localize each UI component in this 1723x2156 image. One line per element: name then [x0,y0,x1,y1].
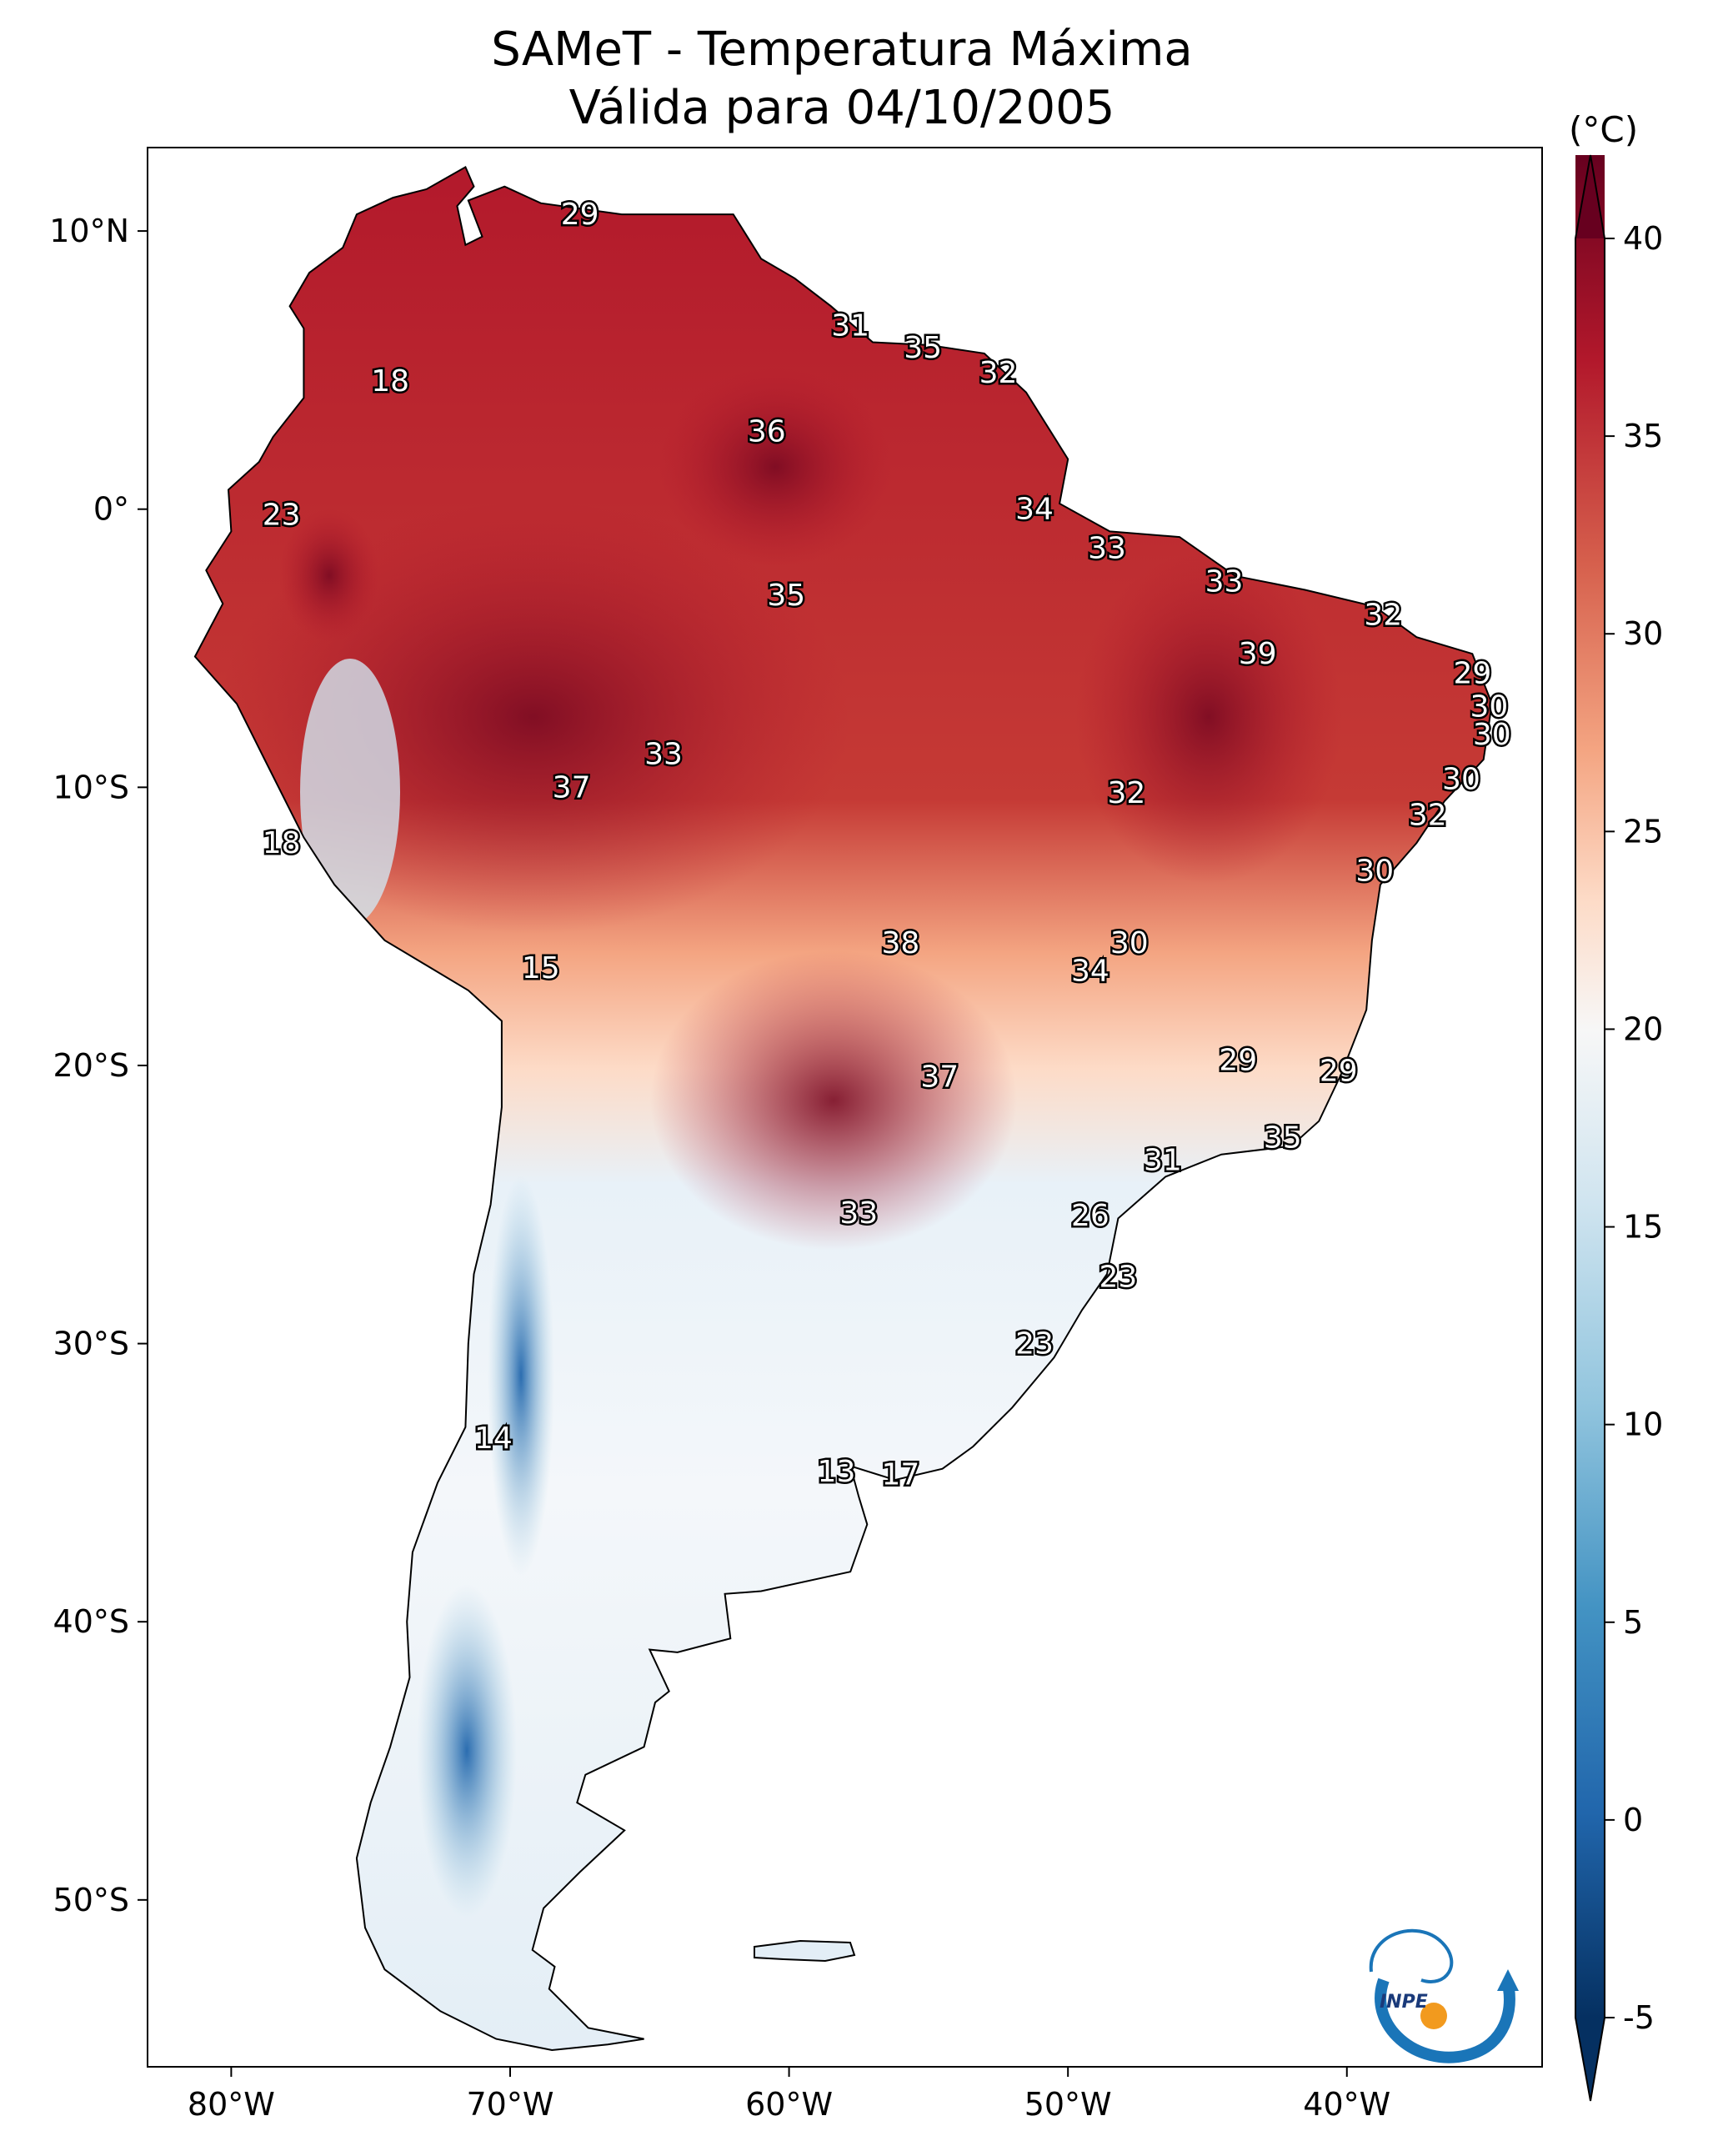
colorbar-tick-label: -5 [1623,1999,1655,2036]
temperature-label: 23 [263,498,301,532]
temperature-label: 23 [1015,1327,1054,1361]
x-tick-label: 80°W [188,2086,275,2123]
logo-sun [1420,2003,1447,2029]
colorbar-tick-label: 25 [1623,813,1663,850]
temperature-label: 29 [561,198,599,232]
temperature-label: 32 [979,356,1018,390]
temperature-label: 15 [522,951,560,985]
temperature-label: 13 [818,1455,856,1489]
colorbar-lower-arrow [1575,2018,1605,2101]
temperature-label: 31 [831,309,869,343]
temperature-label: 30 [1473,718,1511,752]
colorbar-tick-label: 0 [1623,1802,1643,1838]
y-tick-label: 10°S [53,769,129,805]
x-tick-label: 50°W [1024,2086,1112,2123]
temperature-label: 33 [1205,564,1244,599]
temperature-label: 30 [1355,854,1394,888]
temperature-label: 14 [474,1421,513,1456]
temperature-label: 33 [839,1196,878,1231]
colorbar-ticks: -5 0 5 10 15 20 25 30 35 40 [1605,220,1663,2036]
temperature-label: 30 [1110,926,1149,960]
temperature-label: 38 [882,926,920,960]
temperature-label: 18 [371,364,409,399]
temperature-label: 34 [1071,955,1109,989]
temperature-label: 36 [748,414,786,449]
temperature-label: 26 [1071,1199,1109,1233]
temperature-label: 35 [1264,1121,1302,1156]
temperature-label: 32 [1108,776,1146,810]
temperature-label: 31 [1144,1143,1182,1177]
x-tick-label: 60°W [745,2086,833,2123]
colorbar-body [1575,155,1605,2018]
colorbar-tick-label: 5 [1623,1604,1643,1641]
temperature-label: 29 [1320,1055,1358,1089]
inpe-logo: INPE [1369,1928,1519,2063]
y-tick-label: 30°S [53,1326,129,1362]
temperature-label: 37 [553,770,591,805]
y-tick-label: 40°S [53,1603,129,1640]
x-tick-label: 40°W [1303,2086,1390,2123]
temperature-label: 33 [1088,531,1126,565]
temperature-label: 29 [1453,657,1491,691]
colorbar: (°C) -5 0 5 10 15 20 25 30 35 40 [1569,109,1663,2102]
colorbar-unit: (°C) [1569,109,1638,150]
colorbar-tick-label: 40 [1623,220,1663,257]
chart-title: SAMeT - Temperatura Máxima [491,23,1193,77]
temperature-label: 29 [1219,1043,1257,1077]
logo-arrow [1497,1969,1519,1991]
temperature-label: 30 [1442,762,1480,796]
temperature-label: 18 [263,826,301,860]
falkland-islands [754,1939,856,1963]
temperature-label: 17 [882,1457,920,1492]
temperature-label: 32 [1409,799,1447,833]
colorbar-tick-label: 30 [1623,615,1663,652]
logo-orbit [1369,1928,1454,1983]
temperature-label: 33 [644,737,683,771]
logo-text: INPE [1380,1992,1428,2013]
colorbar-tick-label: 35 [1623,418,1663,454]
y-tick-label: 50°S [53,1882,129,1918]
temperature-label: 35 [904,331,942,365]
colorbar-upper-arrow [1575,155,1605,238]
coastline [193,165,1493,2052]
x-tick-label: 70°W [467,2086,554,2123]
y-tick-label: 10°N [49,213,129,249]
temperature-label: 30 [1470,690,1509,725]
colorbar-tick-label: 20 [1623,1010,1663,1047]
colorbar-tick-label: 10 [1623,1406,1663,1443]
temperature-label: 35 [767,579,805,613]
logo-arc [1375,1978,1515,2063]
map-axis-ticks: 80°W 70°W 60°W 50°W 40°W 10°N 0° 10°S 20°S 30°S 40… [49,213,1390,2123]
y-tick-label: 20°S [53,1047,129,1084]
colorbar-tick-label: 15 [1623,1209,1663,1246]
temperature-label: 34 [1015,493,1054,527]
chart-subtitle: Válida para 04/10/2005 [568,81,1115,135]
y-tick-label: 0° [93,491,129,528]
temperature-label: 37 [920,1060,959,1094]
temperature-label: 32 [1364,598,1402,632]
temperature-label: 23 [1099,1261,1138,1295]
temperature-label: 39 [1239,637,1277,671]
